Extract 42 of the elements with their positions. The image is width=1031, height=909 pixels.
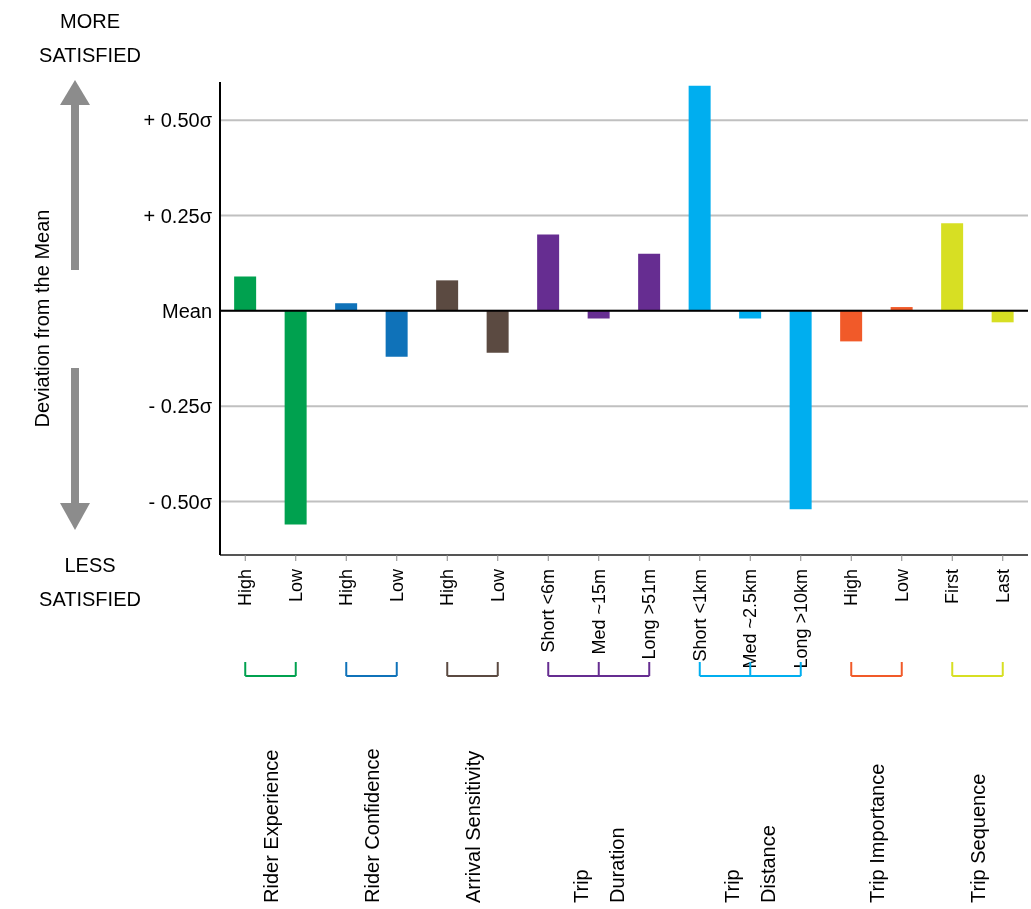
x-tick-label: Short <6m (538, 569, 559, 653)
bar (486, 310, 509, 353)
text: Rider Experience (259, 749, 282, 903)
text: Arrival Sensitivity (461, 750, 484, 903)
x-tick-label: Low (285, 568, 306, 603)
x-tick-label: Med ~15m (588, 569, 609, 655)
y-tick-label: Mean (161, 299, 212, 322)
bar (284, 310, 307, 525)
x-tick-label: High (235, 569, 256, 607)
text: LESS SATISFIED (39, 554, 141, 610)
y-tick-label: - 0.25σ (148, 395, 213, 418)
text: Trip Duration (569, 827, 628, 903)
text: Trip Distance (721, 825, 780, 903)
text: Rider Confidence (360, 748, 383, 903)
x-tick-label: High (437, 569, 458, 607)
bar (638, 253, 661, 311)
text: MORE SATISFIED (39, 10, 141, 66)
x-tick-label: Long >10km (790, 569, 811, 669)
y-tick-label: + 0.25σ (143, 204, 213, 227)
bar (436, 280, 459, 311)
bar (941, 223, 964, 311)
bar (385, 310, 408, 357)
x-tick-label: Low (386, 568, 407, 603)
bar (840, 310, 863, 342)
y-axis-title: Deviation from the Mean (31, 209, 53, 428)
x-tick-label: First (942, 569, 963, 604)
bar (537, 234, 560, 311)
text: Trip Sequence (966, 773, 989, 903)
bar (789, 310, 812, 510)
x-tick-label: Low (891, 568, 912, 603)
x-tick-label: High (841, 569, 862, 607)
x-tick-label: Med ~2.5km (740, 569, 761, 669)
text: Trip Importance (865, 763, 888, 903)
bar (234, 276, 257, 311)
y-tick-label: + 0.50σ (143, 109, 213, 132)
x-tick-label: Short <1km (689, 569, 710, 662)
bar (688, 85, 711, 311)
x-tick-label: Last (992, 569, 1013, 604)
x-tick-label: Long >51m (639, 569, 660, 660)
x-tick-label: Low (487, 568, 508, 603)
x-tick-label: High (336, 569, 357, 607)
y-tick-label: - 0.50σ (148, 490, 213, 513)
